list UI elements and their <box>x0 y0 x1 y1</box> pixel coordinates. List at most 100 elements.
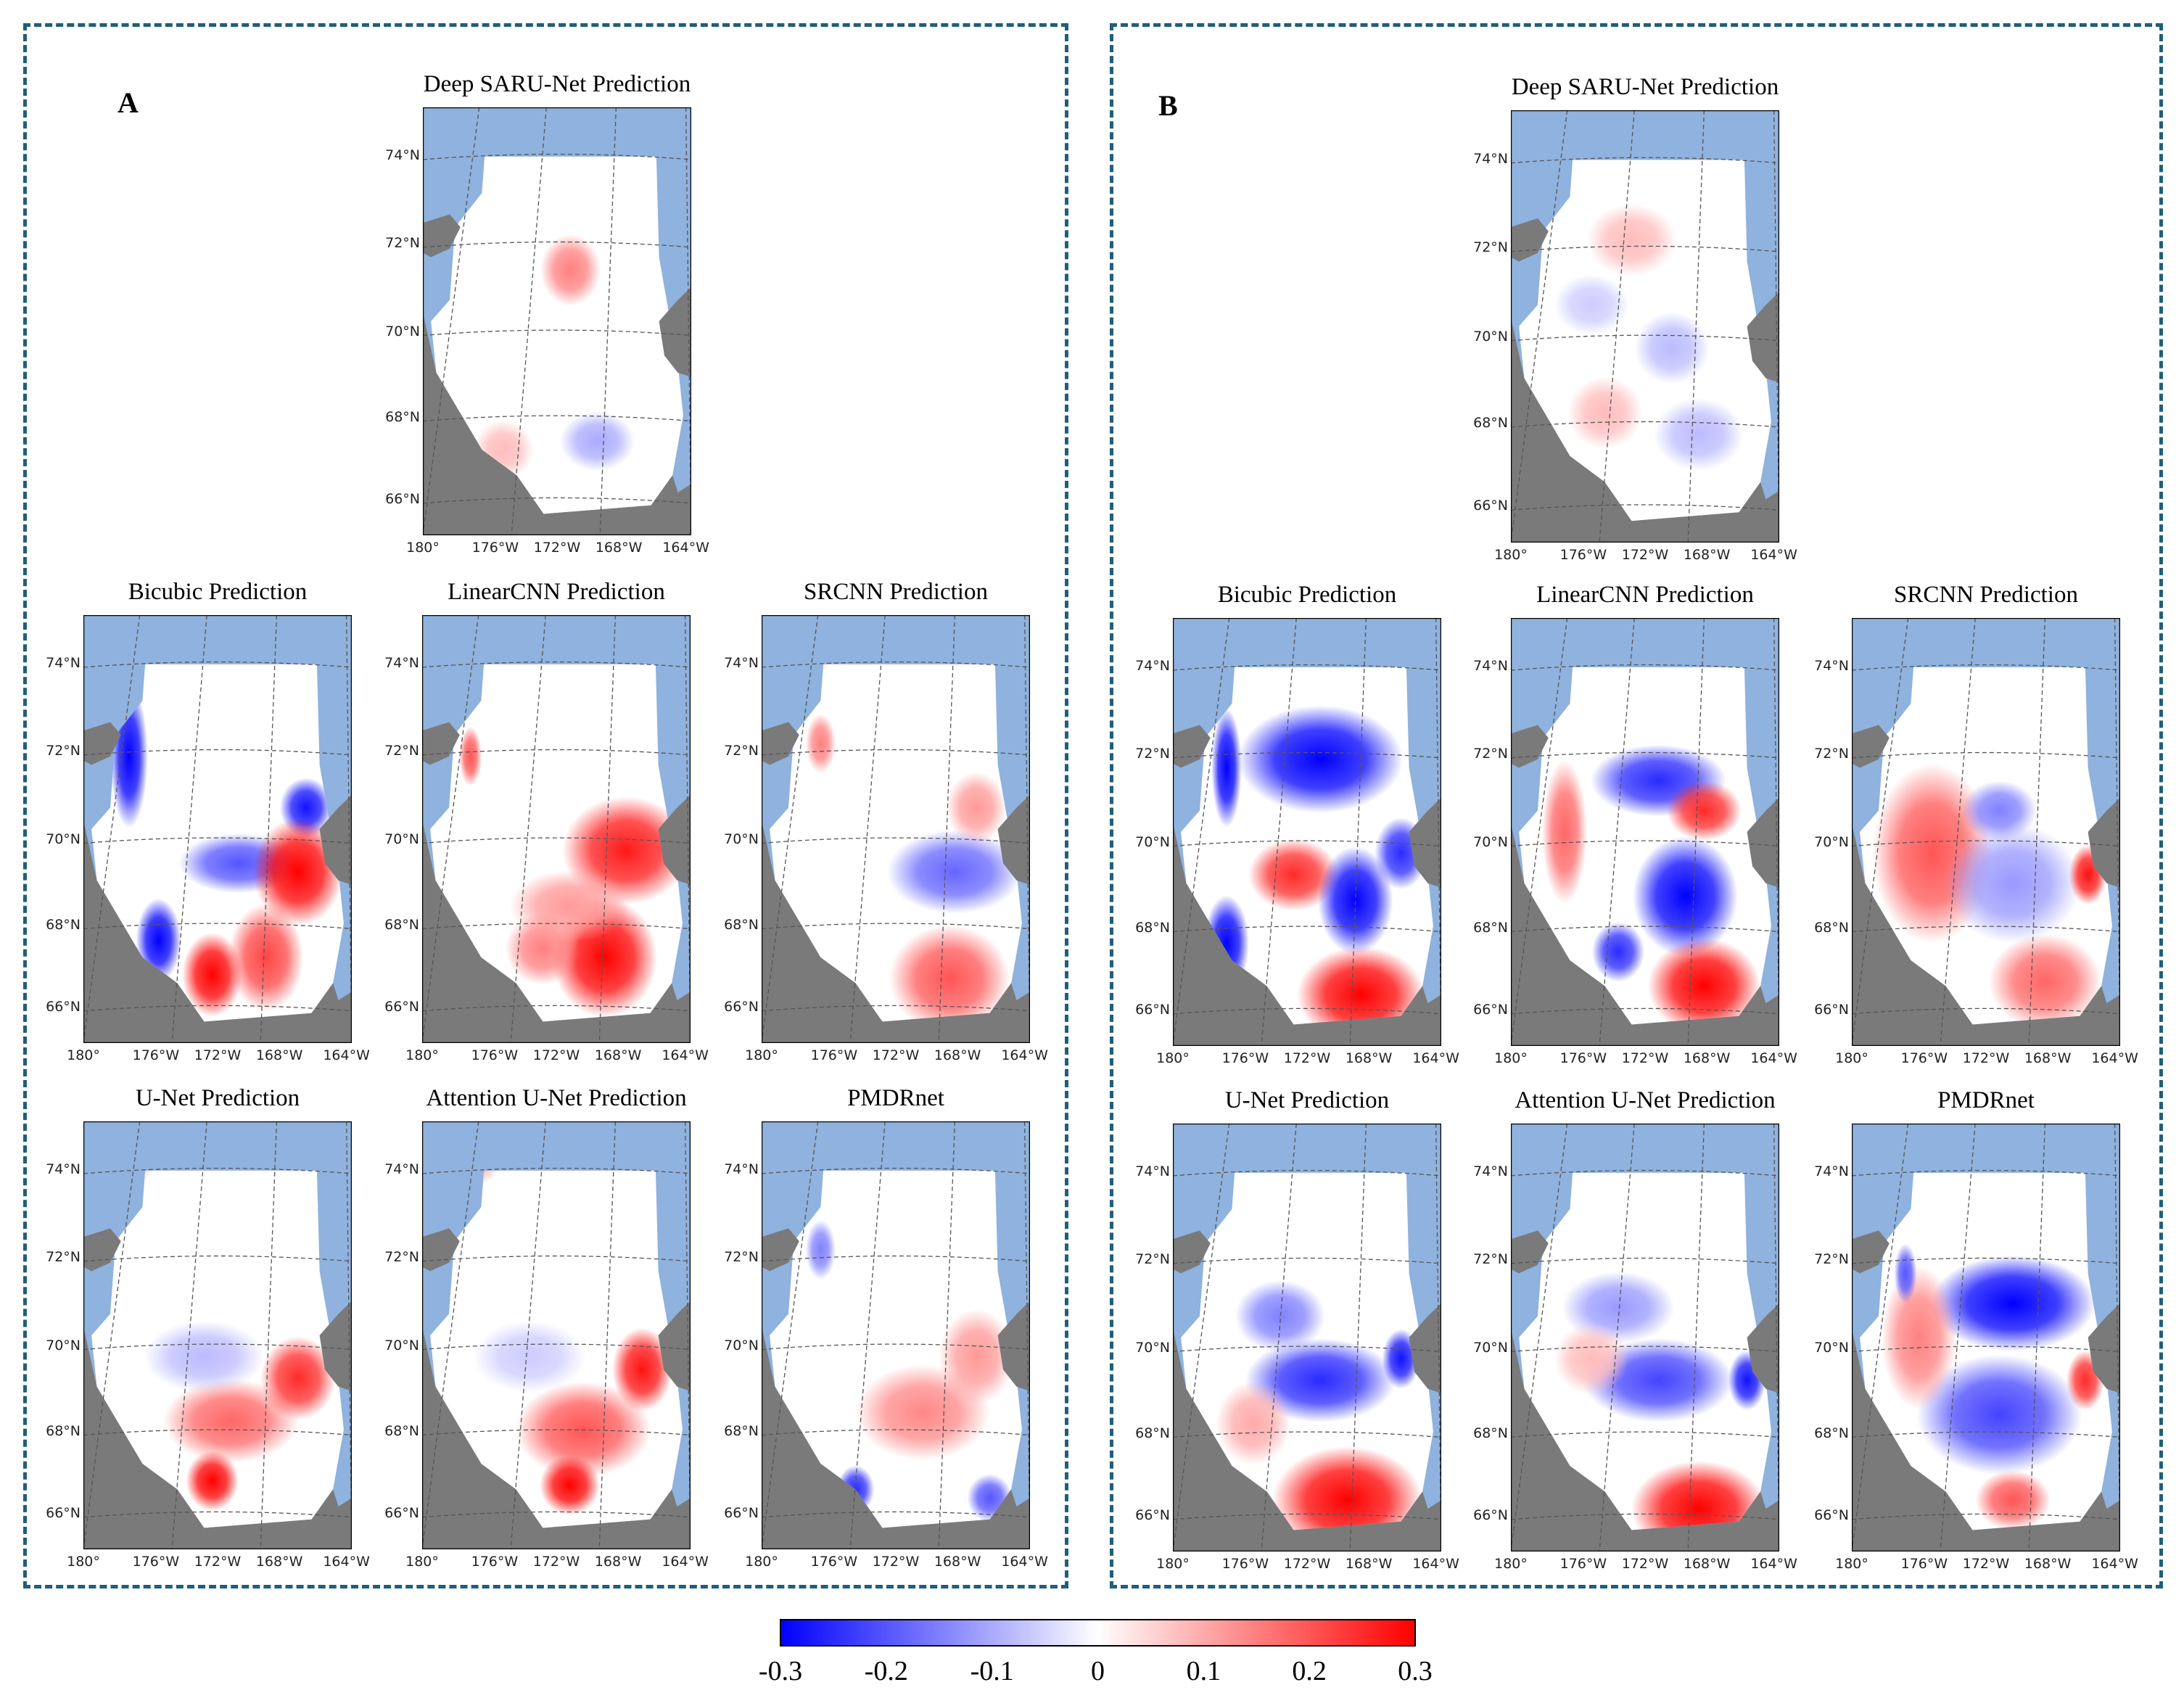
longitude-label: 176°W <box>1221 1556 1269 1572</box>
longitude-label: 172°W <box>872 1047 920 1063</box>
longitude-label: 172°W <box>1621 547 1669 563</box>
anomaly-patch <box>1666 780 1742 841</box>
latitude-label: 68°N <box>46 1422 81 1439</box>
latitude-label: 72°N <box>384 743 419 759</box>
latitude-label: 68°N <box>384 916 419 933</box>
latitude-label: 74°N <box>1473 658 1508 675</box>
land-alaska-chukotka <box>1173 1329 1441 1552</box>
land-alaska-peninsula <box>1747 797 1779 888</box>
map-title: Bicubic Prediction <box>1217 582 1397 608</box>
latitude-label: 68°N <box>724 1422 759 1439</box>
longitude-label: 164°W <box>1412 1556 1459 1572</box>
longitude-label: 176°W <box>471 1554 519 1570</box>
anomaly-patch <box>144 1320 265 1393</box>
latitude-label: 66°N <box>384 998 419 1015</box>
longitude-label: 180° <box>1494 547 1528 563</box>
map-b-saru <box>1511 110 1779 543</box>
longitude-label: 168°W <box>594 1554 642 1570</box>
latitude-label: 68°N <box>385 408 420 425</box>
latitude-label: 72°N <box>724 1249 759 1266</box>
land-alaska-chukotka <box>1852 823 2120 1046</box>
anomaly-patch <box>1631 1460 1767 1530</box>
latitude-label: 72°N <box>385 235 420 252</box>
map-title: Bicubic Prediction <box>128 579 308 605</box>
longitude-label: 180° <box>67 1554 100 1570</box>
anomaly-patch <box>1554 274 1629 335</box>
map-title: SRCNN Prediction <box>804 579 988 605</box>
latitude-label: 70°N <box>384 1337 419 1353</box>
land-alaska-peninsula <box>659 287 691 377</box>
longitude-label: 180° <box>67 1047 100 1063</box>
longitude-label: 172°W <box>872 1554 920 1570</box>
anomaly-patch <box>1988 934 2102 1025</box>
latitude-label: 66°N <box>1135 1507 1170 1523</box>
anomaly-patch <box>1961 780 2037 841</box>
map-b-linearcnn <box>1511 618 1779 1046</box>
latitude-label: 70°N <box>1814 1339 1849 1356</box>
longitude-label: 168°W <box>1345 1556 1393 1572</box>
latitude-label: 68°N <box>1814 919 1849 936</box>
anomaly-patch <box>1881 1265 1957 1410</box>
latitude-label: 68°N <box>1473 1425 1508 1441</box>
latitude-label: 66°N <box>385 490 420 507</box>
land-alaska-chukotka <box>1173 823 1441 1046</box>
anomaly-patch <box>805 713 836 774</box>
longitude-label: 168°W <box>595 540 643 556</box>
latitude-label: 72°N <box>46 743 81 759</box>
longitude-label: 172°W <box>1621 1556 1669 1572</box>
map-title: Attention U-Net Prediction <box>1515 1087 1776 1113</box>
longitude-label: 164°W <box>662 1554 709 1570</box>
latitude-label: 74°N <box>385 147 420 164</box>
longitude-label: 168°W <box>2024 1050 2072 1066</box>
anomaly-patch <box>1930 1255 2096 1351</box>
map-title: Deep SARU-Net Prediction <box>1511 74 1779 100</box>
latitude-label: 68°N <box>1135 919 1170 936</box>
latitude-label: 70°N <box>385 323 420 339</box>
anomaly-patch <box>182 932 243 1017</box>
anomaly-patch <box>473 1320 586 1393</box>
latitude-label: 70°N <box>1814 833 1849 850</box>
anomaly-patch <box>540 1455 600 1515</box>
anomaly-patch <box>1894 1243 1917 1303</box>
latitude-label: 66°N <box>724 1504 759 1521</box>
anomaly-patch <box>611 1327 672 1412</box>
longitude-label: 164°W <box>323 1554 370 1570</box>
longitude-label: 168°W <box>2024 1556 2072 1572</box>
latitude-label: 70°N <box>724 1337 759 1353</box>
longitude-label: 172°W <box>1283 1556 1331 1572</box>
longitude-label: 180° <box>406 540 440 556</box>
longitude-label: 176°W <box>471 1047 519 1063</box>
anomaly-patch <box>1317 846 1393 955</box>
longitude-label: 176°W <box>471 540 519 556</box>
latitude-label: 74°N <box>724 655 759 672</box>
anomaly-patch <box>540 234 601 306</box>
map-title: PMDRnet <box>847 1085 944 1111</box>
colorbar-tick-label: -0.1 <box>970 1656 1014 1686</box>
anomaly-patch <box>186 1451 239 1511</box>
longitude-label: 176°W <box>1900 1556 1948 1572</box>
map-title: Deep SARU-Net Prediction <box>423 71 691 97</box>
anomaly-patch <box>1248 838 1339 911</box>
colorbar-tick-label: 0.2 <box>1292 1656 1327 1686</box>
longitude-label: 180° <box>1156 1050 1190 1066</box>
land-alaska-chukotka <box>762 820 1030 1043</box>
land-alaska-chukotka <box>83 1327 352 1549</box>
latitude-label: 74°N <box>1473 150 1508 167</box>
colorbar-tick-label: -0.2 <box>864 1656 908 1686</box>
latitude-label: 70°N <box>46 831 81 847</box>
longitude-label: 176°W <box>810 1554 858 1570</box>
anomaly-patch <box>1634 311 1710 384</box>
latitude-label: 68°N <box>724 916 759 933</box>
longitude-label: 176°W <box>1559 547 1607 563</box>
latitude-label: 70°N <box>384 831 419 847</box>
latitude-label: 66°N <box>46 998 81 1015</box>
longitude-label: 172°W <box>1621 1050 1669 1066</box>
latitude-label: 72°N <box>1473 746 1508 762</box>
longitude-label: 176°W <box>1221 1050 1269 1066</box>
latitude-label: 70°N <box>1135 1339 1170 1356</box>
longitude-label: 176°W <box>132 1047 180 1063</box>
longitude-label: 180° <box>405 1554 439 1570</box>
map-a-pmdrnet <box>762 1121 1030 1549</box>
anomaly-patch <box>1211 707 1242 828</box>
longitude-label: 176°W <box>1559 1050 1607 1066</box>
